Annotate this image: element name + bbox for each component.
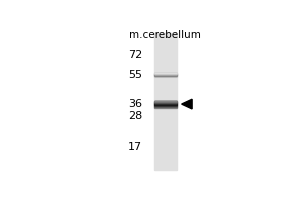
Bar [154,103,177,104]
Bar [154,104,177,105]
Polygon shape [182,99,192,109]
Bar [154,106,177,107]
Bar [154,102,177,103]
Text: 28: 28 [128,111,142,121]
Text: m.cerebellum: m.cerebellum [129,30,201,40]
Text: 17: 17 [128,142,142,152]
Text: 36: 36 [128,99,142,109]
Bar [154,33,177,170]
Bar [154,107,177,108]
Bar [154,101,177,102]
Bar [154,105,177,106]
Text: 72: 72 [128,50,142,60]
Text: 55: 55 [128,70,142,80]
